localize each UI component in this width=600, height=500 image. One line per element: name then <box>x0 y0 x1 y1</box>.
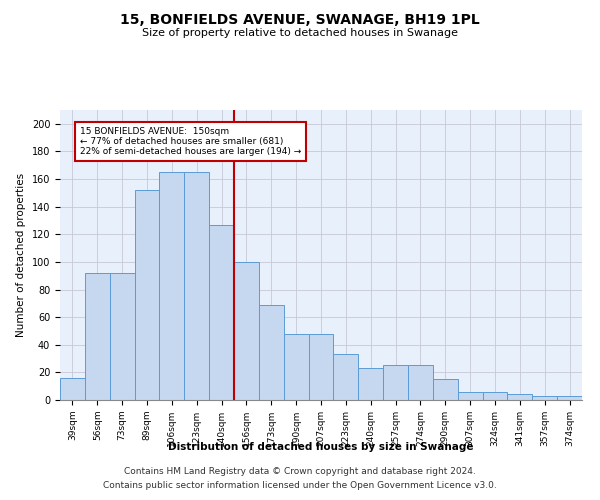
Bar <box>557 396 582 400</box>
Bar <box>508 394 532 400</box>
Bar <box>532 396 557 400</box>
Bar <box>482 392 508 400</box>
Y-axis label: Number of detached properties: Number of detached properties <box>16 173 26 337</box>
Bar <box>85 273 110 400</box>
Bar <box>284 334 308 400</box>
Text: 15, BONFIELDS AVENUE, SWANAGE, BH19 1PL: 15, BONFIELDS AVENUE, SWANAGE, BH19 1PL <box>120 12 480 26</box>
Text: 15 BONFIELDS AVENUE:  150sqm
← 77% of detached houses are smaller (681)
22% of s: 15 BONFIELDS AVENUE: 150sqm ← 77% of det… <box>80 126 301 156</box>
Bar <box>433 380 458 400</box>
Text: Contains public sector information licensed under the Open Government Licence v3: Contains public sector information licen… <box>103 481 497 490</box>
Text: Size of property relative to detached houses in Swanage: Size of property relative to detached ho… <box>142 28 458 38</box>
Bar <box>209 224 234 400</box>
Bar <box>184 172 209 400</box>
Bar <box>259 304 284 400</box>
Bar <box>160 172 184 400</box>
Bar <box>234 262 259 400</box>
Text: Distribution of detached houses by size in Swanage: Distribution of detached houses by size … <box>168 442 474 452</box>
Bar <box>308 334 334 400</box>
Bar <box>458 392 482 400</box>
Bar <box>134 190 160 400</box>
Bar <box>60 378 85 400</box>
Bar <box>383 366 408 400</box>
Bar <box>408 366 433 400</box>
Bar <box>358 368 383 400</box>
Text: Contains HM Land Registry data © Crown copyright and database right 2024.: Contains HM Land Registry data © Crown c… <box>124 468 476 476</box>
Bar <box>334 354 358 400</box>
Bar <box>110 273 134 400</box>
